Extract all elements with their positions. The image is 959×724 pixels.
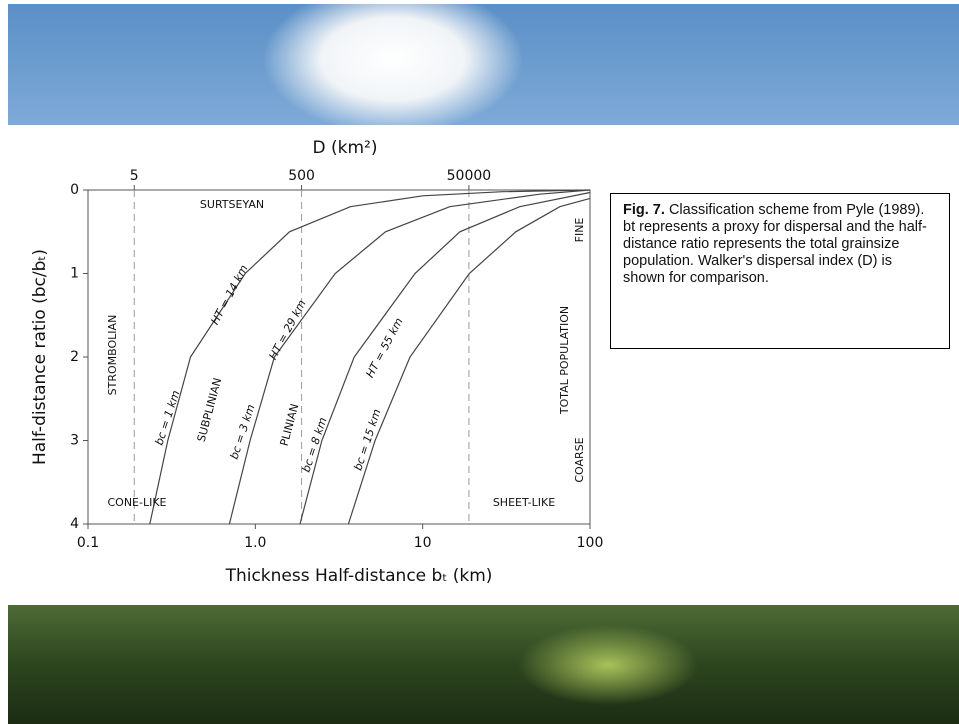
- x-tick-label: 0.1: [77, 535, 99, 551]
- y-tick-label: 3: [70, 433, 79, 449]
- curve-label: HT = 55 km: [363, 316, 405, 380]
- x2-axis-title: D (km²): [313, 138, 378, 158]
- x2-tick-label: 50000: [447, 168, 492, 184]
- curve-label: bc = 8 km: [300, 416, 330, 474]
- annotation: COARSE: [573, 437, 586, 482]
- caption-text: Classification scheme from Pyle (1989). …: [623, 202, 927, 286]
- forest-photo: [8, 605, 959, 724]
- annotation: TOTAL POPULATION: [558, 306, 571, 415]
- x-tick-label: 1.0: [244, 535, 266, 551]
- y-tick-label: 0: [70, 182, 79, 198]
- curve-label: bc = 1 km: [153, 389, 183, 447]
- annotation: FINE: [573, 218, 586, 243]
- caption-label: Fig. 7.: [623, 202, 665, 218]
- curve: [150, 190, 590, 524]
- y-tick-label: 1: [70, 266, 79, 282]
- chart: 5 500 50000 0.1 1.0 10 100 0 1 2 3 4 Thickness Half-…: [0, 130, 620, 600]
- curve-label: HT = 14 km: [208, 263, 250, 327]
- annotation: PLINIAN: [278, 402, 302, 447]
- y-axis-title: Half-distance ratio (bc/bₜ): [30, 249, 50, 465]
- y-tick-label: 4: [70, 516, 79, 532]
- annotation: STROMBOLIAN: [106, 315, 119, 396]
- curve: [300, 193, 590, 525]
- plot-frame: [88, 190, 590, 524]
- x-axis-title: Thickness Half-distance bₜ (km): [225, 566, 493, 586]
- annotation: SUBPLINIAN: [195, 376, 225, 443]
- caption: Fig. 7. Classification scheme from Pyle …: [610, 193, 950, 349]
- annotation: SHEET-LIKE: [493, 496, 555, 509]
- page: Fig. 7. Classification scheme from Pyle …: [0, 0, 959, 724]
- sky-photo: [8, 4, 959, 125]
- x2-tick-label: 5: [130, 168, 139, 184]
- annotation: SURTSEYAN: [200, 198, 264, 211]
- curve-label: HT = 29 km: [266, 298, 308, 362]
- y-tick-label: 2: [70, 349, 79, 365]
- x-tick-label: 100: [577, 535, 604, 551]
- x2-tick-label: 500: [288, 168, 315, 184]
- annotation: CONE-LIKE: [107, 496, 166, 509]
- x-tick-label: 10: [414, 535, 432, 551]
